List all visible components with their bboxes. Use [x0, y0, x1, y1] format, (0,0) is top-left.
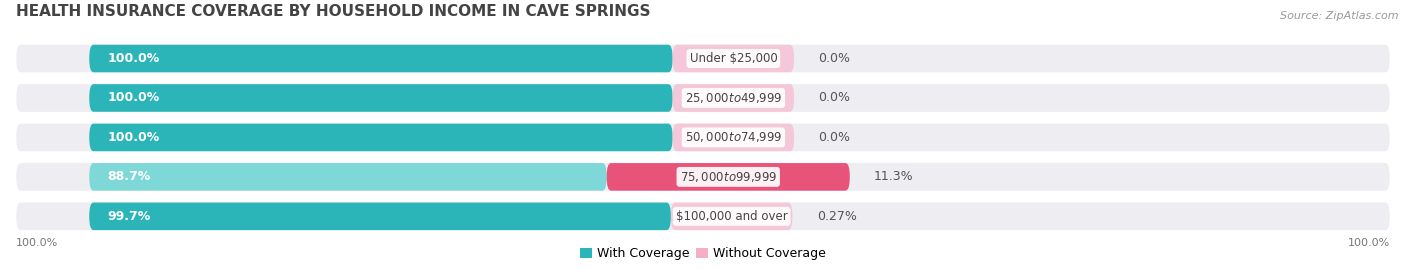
FancyBboxPatch shape [17, 163, 1389, 191]
Text: $100,000 and over: $100,000 and over [676, 210, 787, 223]
FancyBboxPatch shape [89, 124, 672, 151]
FancyBboxPatch shape [672, 124, 794, 151]
Text: 100.0%: 100.0% [1347, 238, 1389, 248]
FancyBboxPatch shape [671, 203, 793, 230]
Text: 11.3%: 11.3% [875, 170, 914, 183]
FancyBboxPatch shape [607, 163, 849, 191]
Legend: With Coverage, Without Coverage: With Coverage, Without Coverage [575, 242, 831, 265]
FancyBboxPatch shape [17, 124, 1389, 151]
FancyBboxPatch shape [89, 203, 671, 230]
Text: 0.0%: 0.0% [818, 91, 851, 104]
FancyBboxPatch shape [89, 45, 672, 72]
Text: 100.0%: 100.0% [107, 91, 160, 104]
Text: 99.7%: 99.7% [107, 210, 150, 223]
FancyBboxPatch shape [672, 84, 794, 112]
Text: 100.0%: 100.0% [17, 238, 59, 248]
FancyBboxPatch shape [89, 84, 672, 112]
Text: 100.0%: 100.0% [107, 131, 160, 144]
Text: HEALTH INSURANCE COVERAGE BY HOUSEHOLD INCOME IN CAVE SPRINGS: HEALTH INSURANCE COVERAGE BY HOUSEHOLD I… [17, 4, 651, 19]
Text: $25,000 to $49,999: $25,000 to $49,999 [685, 91, 782, 105]
Text: Source: ZipAtlas.com: Source: ZipAtlas.com [1281, 11, 1399, 21]
FancyBboxPatch shape [672, 45, 794, 72]
Text: $50,000 to $74,999: $50,000 to $74,999 [685, 130, 782, 144]
Text: 0.0%: 0.0% [818, 131, 851, 144]
Text: Under $25,000: Under $25,000 [689, 52, 778, 65]
FancyBboxPatch shape [17, 84, 1389, 112]
FancyBboxPatch shape [17, 203, 1389, 230]
FancyBboxPatch shape [17, 45, 1389, 72]
Text: $75,000 to $99,999: $75,000 to $99,999 [679, 170, 778, 184]
FancyBboxPatch shape [89, 163, 607, 191]
Text: 88.7%: 88.7% [107, 170, 150, 183]
Text: 0.27%: 0.27% [817, 210, 856, 223]
Text: 100.0%: 100.0% [107, 52, 160, 65]
Text: 0.0%: 0.0% [818, 52, 851, 65]
